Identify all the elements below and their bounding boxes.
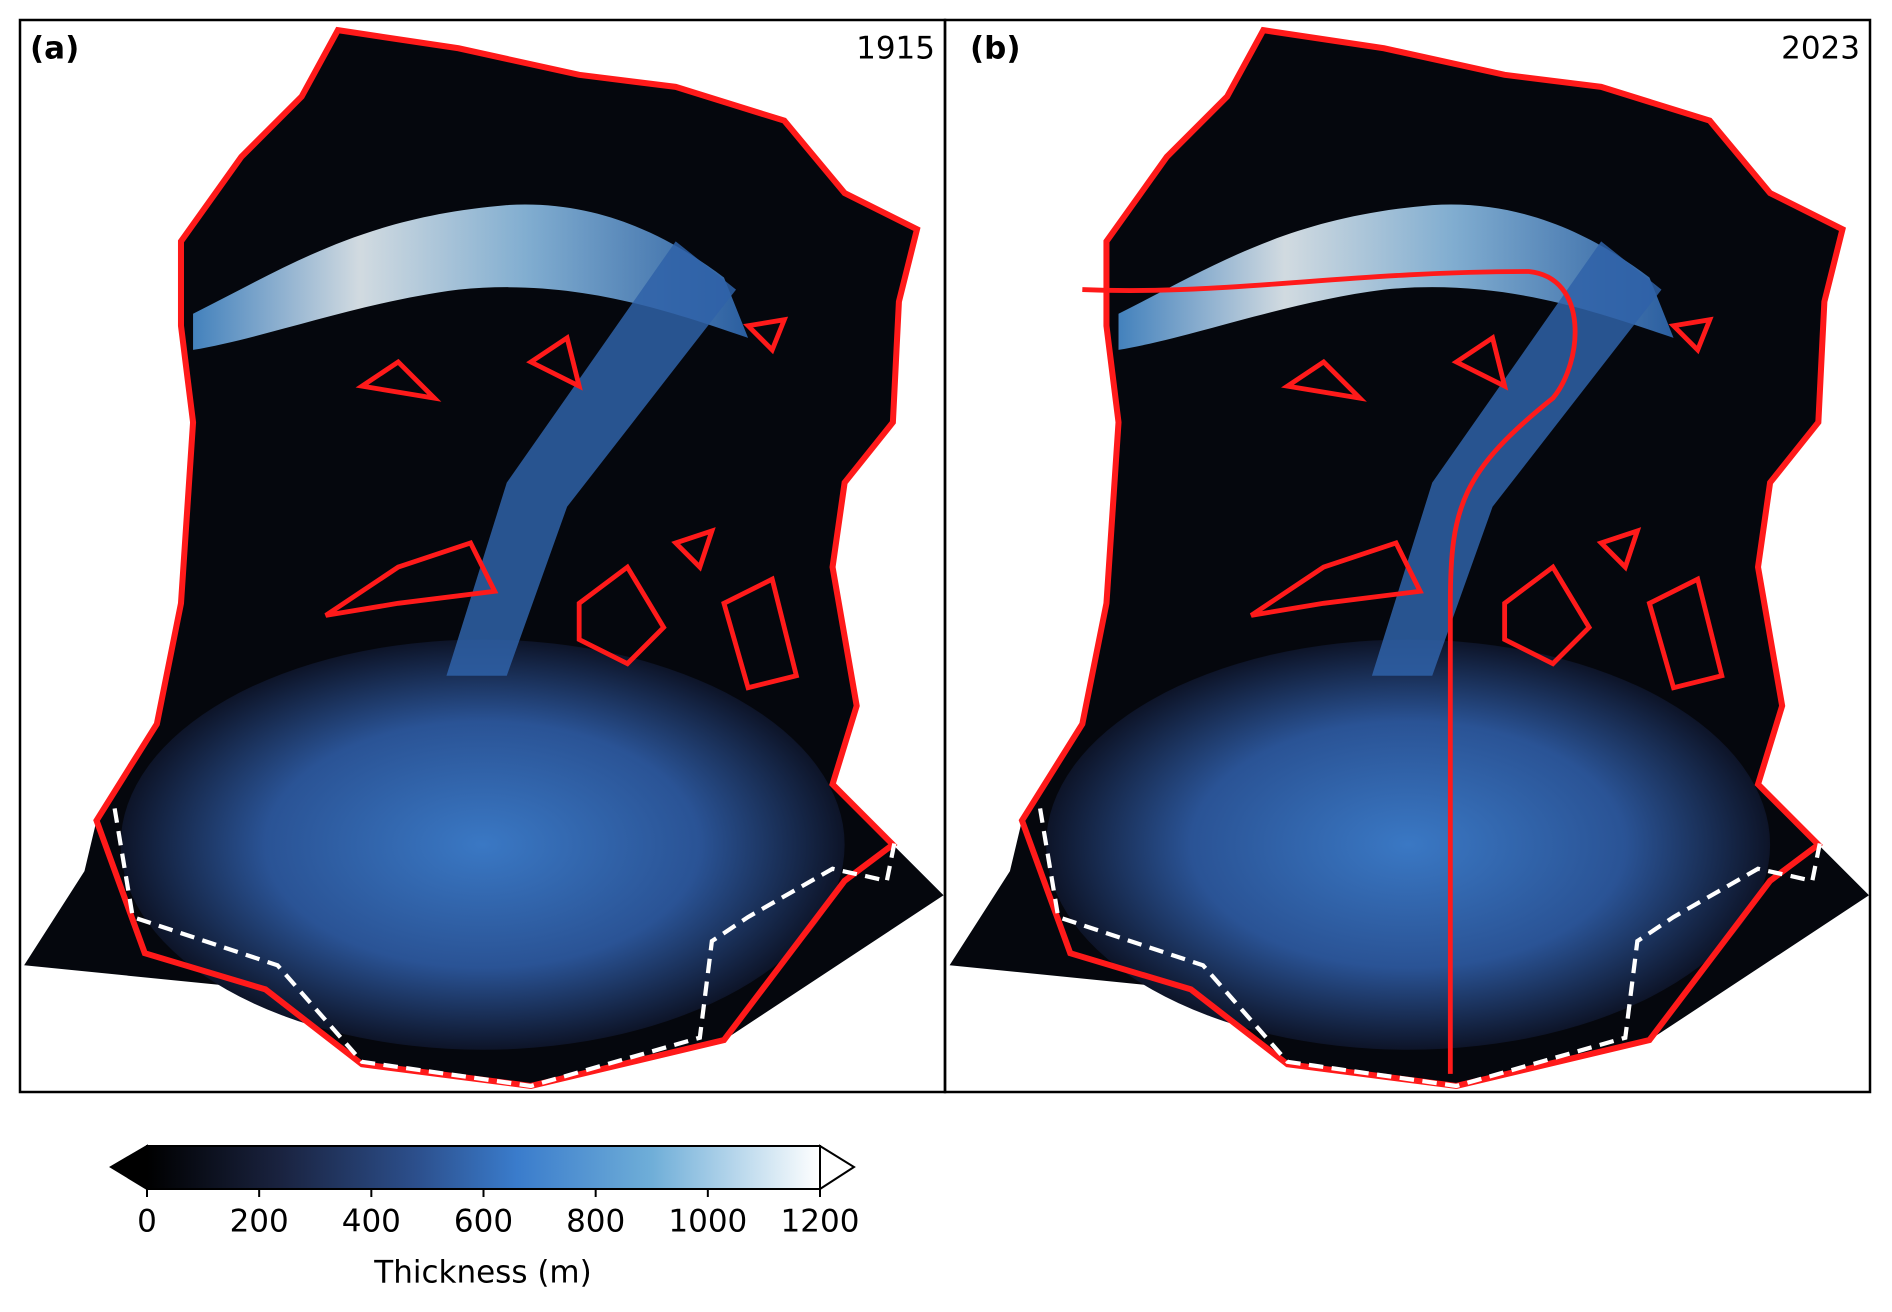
panel-label: (b) bbox=[970, 31, 1021, 67]
colorbar-tick-label: 400 bbox=[342, 1204, 401, 1240]
colorbar-tick-label: 600 bbox=[454, 1204, 513, 1240]
panel-frame bbox=[943, 18, 1872, 1094]
colorbar-tick-label: 800 bbox=[566, 1204, 625, 1240]
panel-year: 1915 bbox=[856, 31, 935, 67]
colorbar-label: Thickness (m) bbox=[373, 1255, 591, 1291]
colorbar-extend-min bbox=[109, 1144, 148, 1191]
panel-b-map bbox=[950, 30, 1869, 1086]
panel-a-map bbox=[24, 30, 943, 1086]
panel-label: (a) bbox=[30, 31, 79, 67]
panel-year: 2023 bbox=[1781, 31, 1860, 67]
colorbar-tick-label: 200 bbox=[230, 1204, 289, 1240]
colorbar-tick-label: 0 bbox=[137, 1204, 157, 1240]
colorbar-tick-label: 1000 bbox=[668, 1204, 747, 1240]
colorbar-extend-max bbox=[819, 1144, 856, 1191]
colorbar bbox=[146, 1145, 821, 1190]
colorbar-tick-label: 1200 bbox=[781, 1204, 860, 1240]
